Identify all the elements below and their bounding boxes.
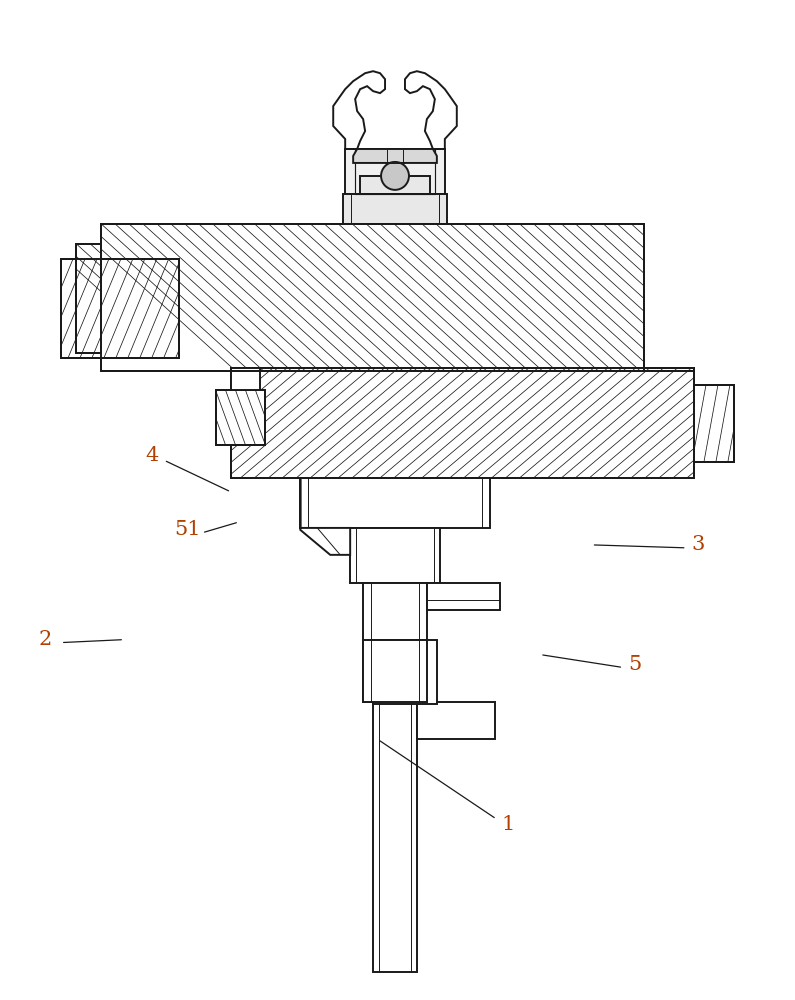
Bar <box>360 176 430 194</box>
Bar <box>101 224 644 371</box>
Polygon shape <box>405 71 457 149</box>
Bar <box>231 368 261 390</box>
Bar <box>231 368 694 478</box>
Circle shape <box>381 162 409 190</box>
Bar <box>61 259 179 358</box>
Bar <box>694 385 734 462</box>
Bar <box>373 702 417 972</box>
Bar <box>76 244 101 353</box>
Polygon shape <box>427 583 499 610</box>
Text: 3: 3 <box>692 535 705 554</box>
Text: 2: 2 <box>38 630 52 649</box>
Polygon shape <box>417 702 494 739</box>
Bar <box>101 224 644 371</box>
Bar <box>694 385 734 462</box>
Bar <box>61 259 179 358</box>
Bar <box>231 368 694 478</box>
Bar <box>345 149 445 194</box>
Bar <box>343 194 447 224</box>
Text: 1: 1 <box>502 815 515 834</box>
Polygon shape <box>333 71 385 149</box>
Bar <box>215 390 266 445</box>
Text: 51: 51 <box>174 520 201 539</box>
Bar <box>363 583 427 702</box>
Polygon shape <box>301 478 350 555</box>
Bar <box>373 640 437 704</box>
Bar <box>355 149 435 194</box>
Bar <box>301 478 490 528</box>
Text: 5: 5 <box>629 655 642 674</box>
Polygon shape <box>353 149 437 163</box>
Text: 4: 4 <box>145 446 158 465</box>
Polygon shape <box>363 640 427 702</box>
Bar <box>76 244 101 353</box>
Bar <box>215 390 266 445</box>
Bar <box>350 528 440 583</box>
